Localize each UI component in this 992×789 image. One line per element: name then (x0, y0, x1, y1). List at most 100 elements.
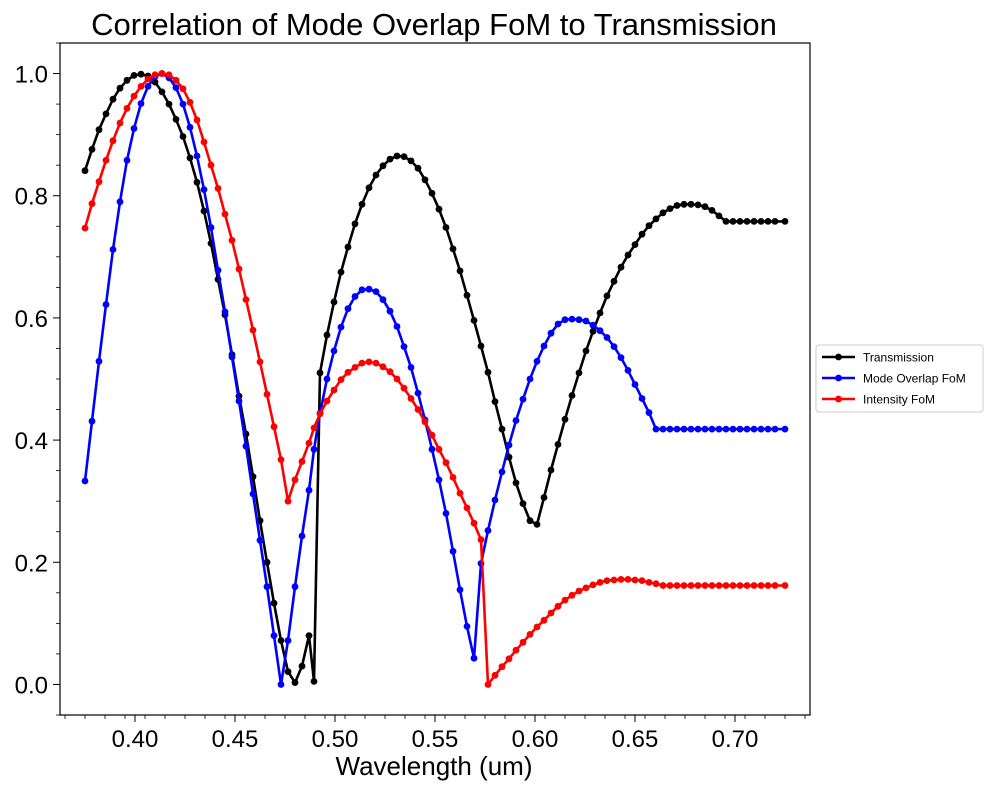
data-point-intensity-fom (414, 406, 422, 413)
data-point-intensity-fom (172, 76, 180, 84)
data-point-intensity-fom (400, 384, 408, 392)
data-point-intensity-fom (729, 582, 737, 589)
data-point-mode-overlap-fom (323, 375, 331, 383)
data-point-mode-overlap-fom (561, 316, 569, 324)
data-point-transmission (365, 184, 373, 192)
data-point-mode-overlap-fom (310, 445, 318, 453)
data-point-transmission (179, 133, 187, 140)
data-point-mode-overlap-fom (379, 296, 387, 303)
data-point-mode-overlap-fom (750, 425, 758, 433)
data-point-mode-overlap-fom (393, 323, 401, 330)
data-point-intensity-fom (442, 459, 450, 467)
data-point-mode-overlap-fom (221, 308, 229, 316)
data-point-intensity-fom (193, 116, 201, 124)
data-point-mode-overlap-fom (757, 425, 765, 433)
data-point-intensity-fom (610, 576, 618, 584)
data-point-mode-overlap-fom (351, 293, 359, 300)
data-point-intensity-fom (575, 587, 583, 595)
data-point-transmission (694, 201, 702, 209)
data-point-mode-overlap-fom (428, 445, 436, 453)
data-point-transmission (491, 398, 499, 405)
data-point-mode-overlap-fom (603, 334, 611, 341)
data-point-mode-overlap-fom (463, 623, 471, 630)
data-point-transmission (379, 162, 387, 170)
data-point-transmission (610, 277, 618, 285)
data-point-transmission (512, 479, 520, 487)
data-point-mode-overlap-fom (638, 395, 646, 402)
data-point-intensity-fom (330, 386, 338, 394)
y-tick-label: 0.4 (15, 428, 48, 455)
legend-marker (835, 395, 842, 403)
data-point-intensity-fom (582, 584, 590, 592)
data-point-intensity-fom (95, 178, 103, 186)
data-point-transmission (130, 72, 138, 79)
data-point-transmission (449, 245, 457, 253)
data-point-transmission (666, 205, 674, 213)
data-point-transmission (351, 220, 359, 228)
data-point-transmission (123, 76, 131, 84)
data-point-transmission (102, 110, 110, 118)
data-point-mode-overlap-fom (414, 389, 422, 397)
data-point-intensity-fom (750, 582, 758, 589)
data-point-transmission (344, 243, 352, 251)
data-point-transmission (526, 517, 534, 525)
data-point-intensity-fom (540, 616, 548, 624)
data-point-intensity-fom (186, 98, 194, 106)
data-point-intensity-fom (372, 359, 380, 367)
data-point-transmission (116, 84, 124, 92)
data-point-intensity-fom (491, 671, 499, 679)
data-point-transmission (337, 268, 345, 276)
data-point-transmission (547, 466, 555, 474)
data-point-intensity-fom (316, 410, 324, 418)
data-point-mode-overlap-fom (694, 425, 702, 433)
data-point-mode-overlap-fom (575, 316, 583, 324)
data-point-intensity-fom (554, 602, 562, 610)
data-point-intensity-fom (421, 418, 429, 426)
data-point-transmission (428, 189, 436, 197)
data-point-intensity-fom (645, 579, 653, 586)
data-point-intensity-fom (393, 375, 401, 383)
x-tick-label: 0.70 (712, 726, 759, 753)
data-point-mode-overlap-fom (291, 583, 299, 591)
data-point-transmission (400, 153, 408, 161)
data-point-mode-overlap-fom (435, 476, 443, 484)
data-point-intensity-fom (463, 504, 471, 512)
data-point-intensity-fom (701, 582, 709, 589)
data-point-transmission (310, 678, 318, 685)
data-point-mode-overlap-fom (372, 288, 380, 295)
data-point-transmission (193, 178, 201, 186)
data-point-intensity-fom (310, 424, 318, 432)
data-point-intensity-fom (505, 655, 513, 663)
data-point-mode-overlap-fom (715, 425, 723, 433)
data-point-mode-overlap-fom (617, 354, 625, 361)
data-point-intensity-fom (358, 359, 366, 367)
data-point-transmission (554, 441, 562, 448)
y-tick-label: 0.8 (15, 184, 48, 211)
data-point-intensity-fom (123, 105, 131, 112)
data-point-mode-overlap-fom (442, 510, 450, 517)
data-point-transmission (95, 126, 103, 134)
data-point-mode-overlap-fom (781, 425, 789, 433)
data-point-transmission (81, 167, 89, 175)
data-point-transmission (771, 218, 779, 225)
data-point-intensity-fom (284, 497, 292, 505)
data-point-mode-overlap-fom (228, 353, 236, 361)
data-point-mode-overlap-fom (582, 317, 590, 325)
data-point-transmission (270, 599, 278, 607)
data-point-intensity-fom (137, 83, 145, 90)
data-point-transmission (680, 200, 688, 208)
data-point-transmission (659, 209, 667, 217)
series-line-mode-overlap-fom (83, 72, 785, 686)
data-point-intensity-fom (547, 609, 555, 617)
legend-label: Intensity FoM (863, 393, 935, 407)
plot-area-frame (59, 42, 811, 716)
x-tick-label: 0.45 (212, 726, 259, 753)
data-point-intensity-fom (221, 210, 229, 218)
data-point-intensity-fom (512, 646, 520, 654)
data-point-transmission (305, 632, 313, 639)
data-point-mode-overlap-fom (95, 357, 103, 365)
data-point-intensity-fom (344, 368, 352, 376)
data-point-transmission (442, 224, 450, 231)
data-point-mode-overlap-fom (743, 425, 751, 433)
data-point-transmission (407, 157, 415, 165)
